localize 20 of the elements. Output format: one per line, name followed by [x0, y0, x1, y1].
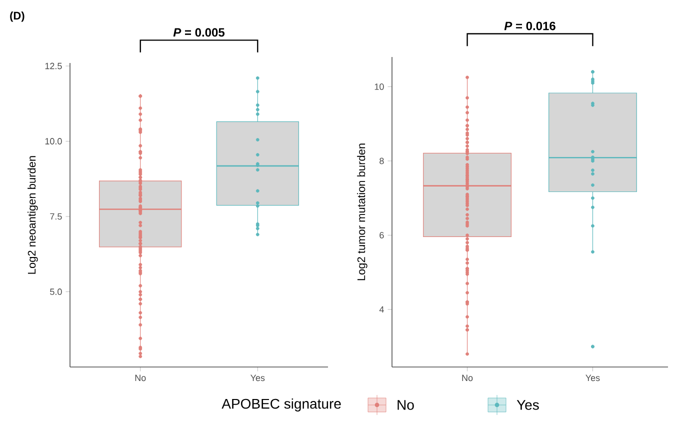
y-tick-label: 10 — [374, 84, 384, 90]
y-tick-label: 10.0 — [45, 138, 62, 144]
x-tick-label: Yes — [250, 374, 265, 382]
text: (D) — [10, 12, 24, 22]
y-tick-label: 6 — [380, 232, 384, 238]
legend-label: No — [398, 400, 414, 410]
legend-label: Yes — [516, 400, 539, 410]
chart-title: P = 0.005 — [173, 28, 225, 37]
y-axis-title: Log2 tumor mutation burden — [357, 144, 368, 280]
y-tick-label: 5.0 — [50, 288, 62, 295]
y-tick-label: 4 — [379, 306, 384, 313]
y-tick-label: 12.5 — [45, 62, 62, 70]
chart-title: P = 0.016 — [504, 22, 556, 30]
y-tick-label: 7.5 — [50, 213, 62, 220]
x-tick-label: Yes — [586, 374, 600, 382]
y-tick-label: 8 — [380, 158, 384, 164]
legend-title: APOBEC signature — [222, 398, 341, 412]
x-tick-label: No — [135, 374, 146, 382]
y-axis-title: Log2 neoantigen burden — [28, 156, 38, 274]
x-tick-label: No — [462, 374, 473, 382]
